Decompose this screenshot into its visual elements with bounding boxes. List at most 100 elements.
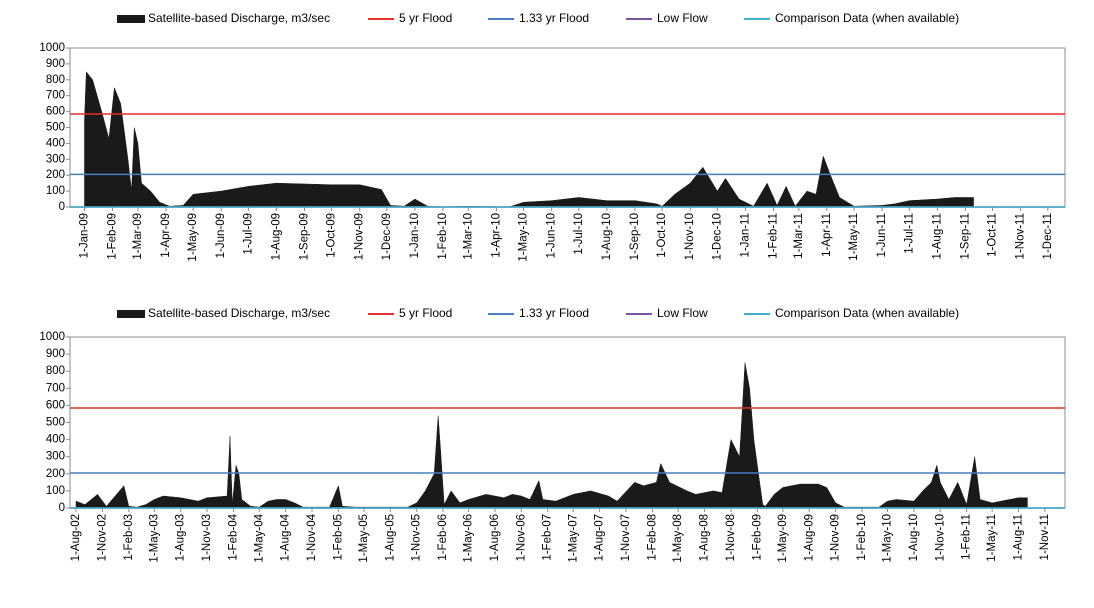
x-tick-label: 1-Nov-03: [201, 514, 213, 561]
y-tick-label: 500: [46, 122, 65, 134]
legend-swatch: [117, 310, 145, 318]
x-tick-label: 1-Feb-09: [751, 514, 763, 561]
x-tick-label: 1-Aug-11: [1013, 514, 1025, 560]
x-tick-label: 1-Dec-09: [381, 213, 393, 260]
legend-label: Low Flow: [657, 306, 708, 320]
x-tick-label: 1-Feb-11: [961, 514, 973, 560]
y-tick-label: 800: [46, 74, 65, 86]
y-tick-label: 500: [46, 417, 65, 429]
x-tick-label: 1-May-09: [187, 213, 199, 262]
x-tick-label: 1-Jun-11: [876, 213, 888, 258]
x-tick-label: 1-Apr-10: [490, 213, 502, 258]
x-tick-label: 1-Jun-09: [215, 213, 227, 258]
x-tick-label: 1-Feb-03: [123, 514, 135, 561]
x-tick-label: 1-May-05: [358, 514, 370, 563]
legend-label: Comparison Data (when available): [775, 306, 959, 320]
x-tick-label: 1-Jan-10: [409, 213, 421, 258]
y-tick-label: 700: [46, 382, 65, 394]
x-tick-label: 1-Jan-11: [739, 213, 751, 258]
x-tick-label: 1-May-11: [986, 514, 998, 562]
x-tick-label: 1-Aug-03: [175, 514, 187, 561]
legend-label: 1.33 yr Flood: [519, 11, 589, 25]
y-tick-label: 300: [46, 451, 65, 463]
x-tick-label: 1-Feb-06: [437, 514, 449, 561]
chart: 0 100 200 300 400 500 600 700 800 900 1000 1-Jan-09…: [39, 11, 1066, 262]
x-tick-label: 1-Sep-11: [959, 213, 971, 259]
legend-label: Low Flow: [657, 11, 708, 25]
legend-label: 5 yr Flood: [399, 11, 452, 25]
x-tick-label: 1-Aug-11: [931, 213, 943, 259]
x-tick-label: 1-Aug-10: [601, 213, 613, 260]
y-tick-label: 0: [59, 201, 65, 213]
x-tick-label: 1-Aug-08: [699, 514, 711, 561]
y-tick-label: 200: [46, 468, 65, 480]
x-tick-label: 1-Feb-08: [646, 514, 658, 561]
x-tick-label: 1-Sep-10: [629, 213, 641, 260]
x-tick-label: 1-Oct-11: [987, 213, 999, 257]
legend-label: Comparison Data (when available): [775, 11, 959, 25]
x-tick-label: 1-Nov-05: [411, 514, 423, 561]
x-tick-label: 1-Nov-10: [684, 213, 696, 260]
x-tick-label: 1-Dec-11: [1042, 213, 1054, 259]
plot-frame: [69, 336, 1066, 509]
x-tick-label: 1-Aug-09: [270, 213, 282, 260]
x-tick-label: 1-Jul-11: [903, 213, 915, 254]
x-tick-label: 1-Nov-08: [725, 514, 737, 561]
x-tick-label: 1-May-06: [463, 514, 475, 563]
x-tick-label: 1-May-08: [672, 514, 684, 563]
y-tick-label: 400: [46, 137, 65, 149]
y-tick-label: 100: [46, 185, 65, 197]
x-tick-label: 1-May-03: [148, 514, 160, 563]
y-tick-label: 600: [46, 106, 65, 118]
x-tick-label: 1-Feb-04: [227, 513, 239, 560]
x-tick-label: 1-Aug-05: [384, 514, 396, 561]
discharge-area: [84, 71, 974, 208]
x-tick-label: 1-Apr-11: [821, 213, 833, 257]
x-tick-label: 1-Aug-04: [280, 513, 292, 561]
y-tick-label: 300: [46, 153, 65, 165]
x-tick-label: 1-Nov-04: [306, 513, 318, 561]
x-tick-label: 1-Aug-02: [70, 514, 82, 561]
x-tick-label: 1-Aug-06: [489, 514, 501, 561]
x-tick-label: 1-Aug-09: [803, 514, 815, 561]
x-tick-label: 1-Jul-09: [242, 213, 254, 255]
x-tick-label: 1-Feb-10: [437, 213, 449, 260]
x-tick-label: 1-Jun-10: [546, 213, 558, 258]
x-tick-label: 1-Feb-09: [107, 213, 119, 260]
y-tick-label: 700: [46, 90, 65, 102]
x-tick-label: 1-Nov-07: [620, 514, 632, 561]
x-tick-label: 1-Jan-09: [79, 213, 91, 258]
x-tick-label: 1-Nov-11: [1015, 213, 1027, 259]
x-tick-label: 1-Jul-10: [573, 213, 585, 255]
legend-label: Satellite-based Discharge, m3/sec: [148, 11, 330, 25]
y-tick-label: 900: [46, 58, 65, 70]
y-tick-label: 1000: [39, 42, 65, 54]
y-tick-label: 0: [59, 502, 65, 514]
legend-swatch: [117, 15, 145, 23]
y-tick-label: 400: [46, 434, 65, 446]
x-tick-label: 1-Oct-09: [326, 213, 338, 258]
x-tick-label: 1-Mar-09: [132, 213, 144, 260]
x-tick-label: 1-Nov-09: [830, 514, 842, 561]
x-tick-label: 1-Sep-09: [299, 213, 311, 260]
plot-frame: [69, 47, 1066, 208]
x-tick-label: 1-May-07: [567, 514, 579, 563]
x-tick-label: 1-Nov-11: [1039, 514, 1051, 560]
x-tick-label: 1-Feb-11: [768, 213, 780, 259]
x-tick-label: 1-Nov-10: [934, 514, 946, 561]
y-tick-label: 1000: [39, 331, 65, 343]
x-tick-label: 1-Oct-10: [656, 213, 668, 258]
x-tick-label: 1-May-11: [848, 213, 860, 261]
x-tick-label: 1-May-10: [518, 213, 530, 262]
x-tick-label: 1-May-09: [777, 514, 789, 563]
x-tick-label: 1-Feb-07: [542, 514, 554, 561]
chart: 0 100 200 300 400 500 600 700 800 900 1000 1-Aug-02…: [39, 306, 1066, 563]
x-tick-label: 1-Mar-10: [462, 213, 474, 260]
legend-label: 5 yr Flood: [399, 306, 452, 320]
x-tick-label: 1-May-04: [253, 513, 265, 562]
legend-label: Satellite-based Discharge, m3/sec: [148, 306, 330, 320]
y-tick-label: 200: [46, 169, 65, 181]
x-tick-label: 1-Nov-02: [96, 514, 108, 561]
x-tick-label: 1-Aug-10: [908, 514, 920, 561]
